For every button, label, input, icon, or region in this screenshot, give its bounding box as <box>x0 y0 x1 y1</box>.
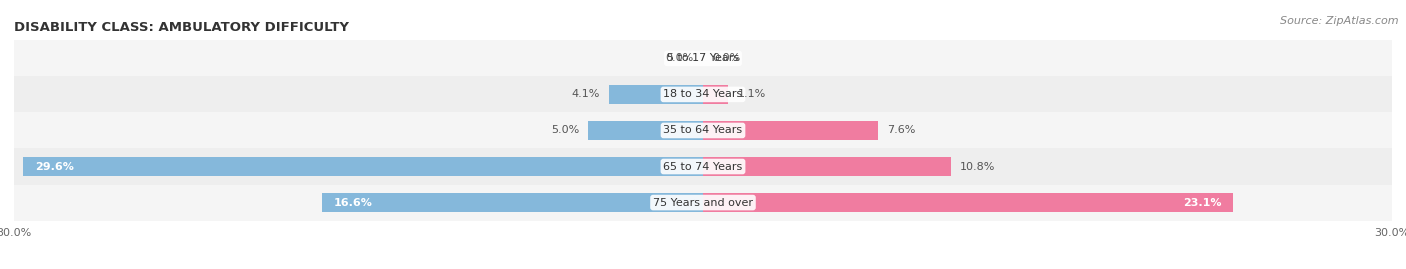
Text: 18 to 34 Years: 18 to 34 Years <box>664 89 742 100</box>
Bar <box>0 76 1406 112</box>
Text: 23.1%: 23.1% <box>1184 197 1222 208</box>
Text: 0.0%: 0.0% <box>713 53 741 63</box>
Text: 5 to 17 Years: 5 to 17 Years <box>666 53 740 63</box>
Bar <box>24 157 703 176</box>
Text: 75 Years and over: 75 Years and over <box>652 197 754 208</box>
Text: 4.1%: 4.1% <box>571 89 599 100</box>
Bar <box>609 85 703 104</box>
Bar <box>0 40 1406 76</box>
Text: 65 to 74 Years: 65 to 74 Years <box>664 161 742 172</box>
Text: 1.1%: 1.1% <box>738 89 766 100</box>
Bar <box>703 85 728 104</box>
Bar <box>588 121 703 140</box>
Text: 29.6%: 29.6% <box>35 161 73 172</box>
Text: 35 to 64 Years: 35 to 64 Years <box>664 125 742 136</box>
Text: 0.0%: 0.0% <box>665 53 693 63</box>
Text: 5.0%: 5.0% <box>551 125 579 136</box>
Bar <box>703 157 950 176</box>
Text: 10.8%: 10.8% <box>960 161 995 172</box>
Bar <box>322 193 703 212</box>
Text: 7.6%: 7.6% <box>887 125 915 136</box>
Bar <box>0 185 1406 221</box>
Text: 16.6%: 16.6% <box>333 197 373 208</box>
Text: DISABILITY CLASS: AMBULATORY DIFFICULTY: DISABILITY CLASS: AMBULATORY DIFFICULTY <box>14 21 349 34</box>
Bar <box>703 193 1233 212</box>
Bar <box>703 121 877 140</box>
Bar <box>0 112 1406 148</box>
Text: Source: ZipAtlas.com: Source: ZipAtlas.com <box>1281 16 1399 26</box>
Bar <box>0 148 1406 185</box>
